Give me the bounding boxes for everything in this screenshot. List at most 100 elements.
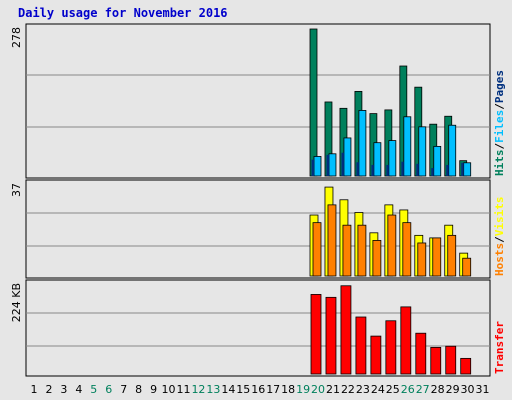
day-label: 2: [45, 383, 52, 396]
panel-title-part: Hits: [493, 150, 506, 177]
day-label: 8: [135, 383, 142, 396]
hits-bar: [309, 28, 318, 177]
files-bar: [433, 145, 442, 177]
page-title: Daily usage for November 2016: [18, 6, 228, 20]
pages-bar: [431, 168, 434, 176]
pages-bar: [371, 164, 374, 176]
hosts-bar: [417, 242, 427, 277]
files-bar: [463, 162, 472, 177]
chart-bars: [309, 28, 472, 375]
pages-bar: [401, 161, 404, 176]
panel-title-part: Transfer: [493, 321, 506, 374]
day-label: 10: [162, 383, 176, 396]
panel-frame: [25, 23, 491, 179]
pages-bar: [446, 164, 449, 176]
day-label: 5: [90, 383, 97, 396]
day-label: 27: [416, 383, 430, 396]
day-labels: 1 2 3 4 5 6 7 8 9 10 11 12 13 14 15 16 17 18 19 20 21 22 23 24 2…: [31, 383, 490, 396]
pages-bar: [341, 152, 344, 176]
files-bar: [343, 137, 352, 177]
panel-frame: [25, 279, 491, 377]
pages-bar: [311, 159, 314, 176]
transfer-bar: [400, 306, 412, 375]
transfer-bar: [415, 332, 427, 375]
day-label: 7: [120, 383, 127, 396]
day-label: 17: [266, 383, 280, 396]
transfer-bar: [355, 316, 367, 375]
day-label: 11: [177, 383, 191, 396]
day-label: 21: [326, 383, 340, 396]
day-label: 3: [60, 383, 67, 396]
files-bar: [448, 124, 457, 177]
day-label: 29: [446, 383, 460, 396]
hosts-bar: [462, 257, 472, 277]
transfer-bar: [340, 285, 352, 375]
day-label: 9: [150, 383, 157, 396]
y-tick-label: 224 KB: [10, 283, 23, 322]
hosts-bar: [387, 214, 397, 277]
hosts-bar: [312, 222, 322, 277]
day-label: 12: [191, 383, 205, 396]
day-label: 1: [31, 383, 38, 396]
panel-title-part: Pages: [493, 70, 506, 103]
files-bar: [403, 116, 412, 177]
hosts-bar: [402, 222, 412, 277]
pages-bar: [461, 162, 464, 176]
day-label: 13: [206, 383, 220, 396]
day-label: 22: [341, 383, 355, 396]
pages-bar: [386, 164, 389, 176]
day-label: 6: [105, 383, 112, 396]
transfer-bar: [460, 357, 472, 375]
panel-title-part: Hosts: [493, 243, 506, 276]
hosts-bar: [432, 237, 442, 277]
day-label: 31: [476, 383, 490, 396]
chart-panels: [25, 23, 491, 377]
transfer-bar: [385, 320, 397, 375]
y-tick-labels: 278 37 224 KB: [10, 27, 23, 322]
hosts-bar: [372, 240, 382, 277]
day-label: 18: [281, 383, 295, 396]
files-bar: [373, 142, 382, 177]
panel-title: Transfer: [493, 321, 506, 374]
day-label: 28: [431, 383, 445, 396]
pages-bar: [326, 154, 329, 176]
panel-title-part: Visits: [493, 197, 506, 237]
day-label: 14: [221, 383, 235, 396]
transfer-bar: [310, 294, 322, 375]
files-bar: [358, 110, 367, 177]
day-label: 16: [251, 383, 265, 396]
panel-title: Hits/Files/Pages: [493, 70, 506, 176]
panel-frame: [25, 179, 491, 279]
transfer-bar: [430, 346, 442, 375]
day-label: 30: [461, 383, 475, 396]
hosts-bar: [342, 224, 352, 277]
pages-bar: [416, 163, 419, 176]
day-label: 15: [236, 383, 250, 396]
panel-title-part: Files: [493, 110, 506, 143]
day-label: 23: [356, 383, 370, 396]
panel-title: Hosts/Visits: [493, 197, 506, 277]
day-label: 25: [386, 383, 400, 396]
transfer-bar: [445, 345, 457, 375]
pages-bar: [356, 162, 359, 176]
day-label: 19: [296, 383, 310, 396]
y-tick-label: 278: [10, 27, 23, 48]
panel-title-part: /: [493, 236, 506, 243]
y-tick-label: 37: [10, 183, 23, 197]
day-label: 24: [371, 383, 385, 396]
hosts-bar: [447, 234, 457, 277]
day-label: 26: [401, 383, 415, 396]
files-bar: [313, 156, 322, 177]
day-label: 4: [75, 383, 82, 396]
panel-title-part: /: [493, 143, 506, 150]
files-bar: [418, 126, 427, 177]
transfer-bar: [325, 296, 337, 375]
panel-title-part: /: [493, 103, 506, 110]
files-bar: [328, 153, 337, 177]
files-bar: [388, 140, 397, 177]
hosts-bar: [327, 204, 337, 277]
hosts-bar: [357, 224, 367, 277]
transfer-bar: [370, 335, 382, 375]
